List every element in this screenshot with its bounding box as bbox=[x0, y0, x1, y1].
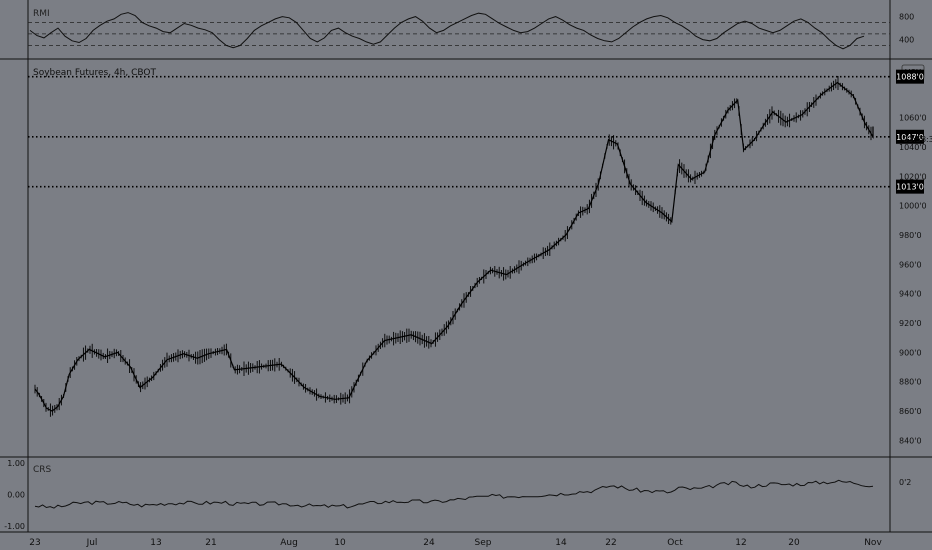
crs-pane[interactable]: CRS 1.00 0.00 -1.00 0'2 bbox=[4, 459, 911, 531]
rmi-title: RMI bbox=[33, 9, 50, 19]
time-axis[interactable]: 23 Jul 13 21 Aug 10 24 Sep 14 22 Oct 12 20 Nov bbox=[29, 538, 882, 548]
level-price-label: 1047'0 bbox=[896, 133, 924, 142]
price-tick-label: 1040'0 bbox=[899, 143, 927, 152]
price-tick-label: 1060'0 bbox=[899, 114, 927, 123]
crs-title: CRS bbox=[33, 465, 52, 475]
level-price-label: 1013'0 bbox=[896, 183, 924, 192]
rmi-tick-label: 400 bbox=[899, 36, 914, 45]
time-tick-label: Nov bbox=[864, 538, 882, 548]
level-price-label: 1088'0 bbox=[896, 73, 924, 82]
time-tick-label: Oct bbox=[667, 538, 683, 548]
time-tick-label: 24 bbox=[423, 538, 435, 548]
crs-left-tick-label: -1.00 bbox=[4, 522, 25, 531]
price-tick-label: 1000'0 bbox=[899, 202, 927, 211]
rmi-levels bbox=[28, 21, 890, 46]
rmi-tick-label: 800 bbox=[899, 13, 914, 22]
level-price-tag bbox=[896, 129, 924, 144]
level-price-tag bbox=[896, 69, 924, 84]
price-tick-label: 840'0 bbox=[899, 436, 922, 445]
crs-left-axis: 1.00 0.00 -1.00 bbox=[4, 459, 25, 531]
level-price-tag bbox=[896, 179, 924, 194]
price-tick-label: 920'0 bbox=[899, 319, 922, 328]
rmi-axis: 800 400 bbox=[899, 13, 914, 45]
crs-right-axis: 0'2 bbox=[899, 478, 911, 487]
time-tick-label: Jul bbox=[86, 538, 98, 548]
symbol-title: Soybean Futures, 4h, CBOT bbox=[33, 68, 156, 78]
bar-countdown: 03:58:30 bbox=[903, 135, 932, 144]
time-tick-label: 13 bbox=[150, 538, 161, 548]
time-tick-label: 10 bbox=[334, 538, 346, 548]
price-tick-label: 960'0 bbox=[899, 260, 922, 269]
crs-left-tick-label: 0.00 bbox=[7, 491, 25, 500]
price-axis[interactable]: 1060'0 1040'0 1020'0 1000'0 980'0 960'0 940'0 9… bbox=[899, 114, 927, 446]
price-pane[interactable]: Soybean Futures, 4h, CBOT USX 1060'01040… bbox=[28, 64, 932, 446]
time-tick-label: 23 bbox=[29, 538, 40, 548]
price-tick-label: 880'0 bbox=[899, 378, 922, 387]
time-tick-label: Sep bbox=[475, 538, 492, 548]
time-tick-label: 22 bbox=[605, 538, 616, 548]
crs-line bbox=[34, 479, 874, 509]
price-line bbox=[34, 81, 874, 412]
rmi-line bbox=[29, 12, 865, 50]
price-tick-label: 1020'0 bbox=[899, 172, 927, 181]
price-tick-label: 860'0 bbox=[899, 407, 922, 416]
price-tick-label: 940'0 bbox=[899, 290, 922, 299]
crs-left-tick-label: 1.00 bbox=[7, 459, 25, 468]
price-tick-label: 900'0 bbox=[899, 348, 922, 357]
crs-right-tick-label: 0'2 bbox=[899, 478, 911, 487]
time-tick-label: 21 bbox=[205, 538, 216, 548]
time-tick-label: 20 bbox=[788, 538, 800, 548]
time-tick-label: 12 bbox=[735, 538, 746, 548]
level-lines: 1088'0 1047'0 1013'0 bbox=[28, 69, 924, 194]
time-tick-label: Aug bbox=[280, 538, 298, 548]
time-tick-label: 14 bbox=[555, 538, 567, 548]
rmi-pane[interactable]: RMI 800 400 bbox=[28, 9, 914, 50]
price-tick-label: 980'0 bbox=[899, 231, 922, 240]
